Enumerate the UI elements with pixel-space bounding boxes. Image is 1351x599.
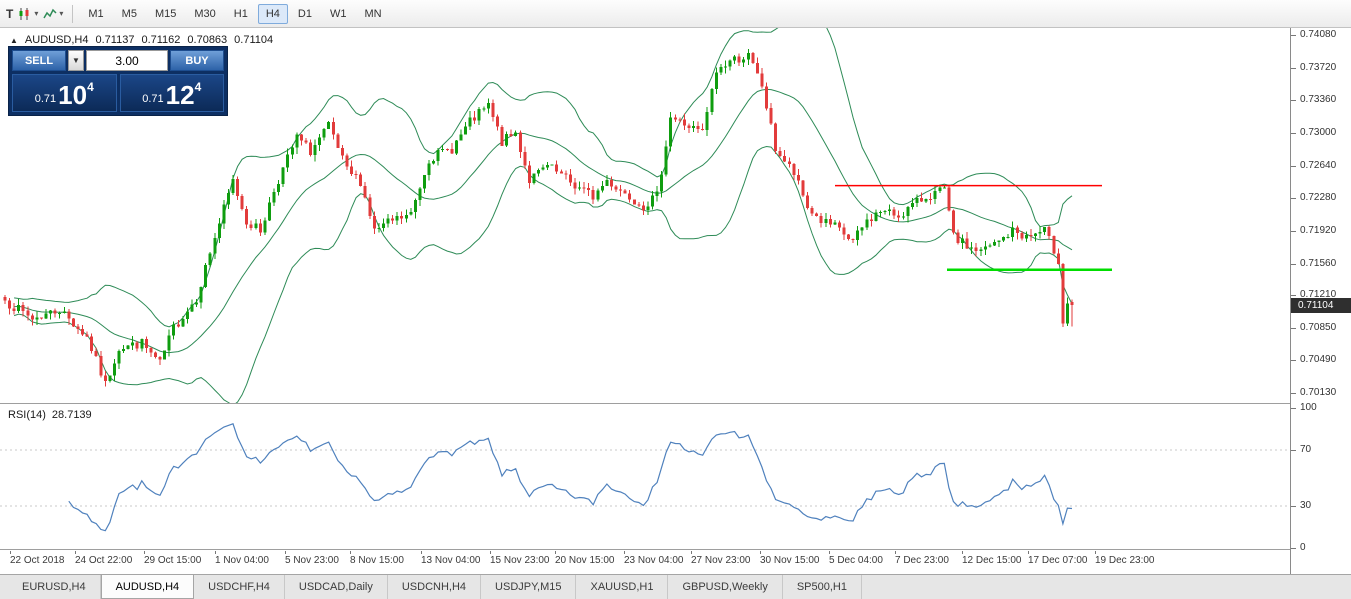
price-scale-label: 0.73000	[1291, 127, 1336, 138]
time-axis-label: 1 Nov 04:00	[215, 551, 269, 566]
symbol-tab-usdcad-daily[interactable]: USDCAD,Daily	[285, 575, 388, 599]
buy-pip-fraction: 4	[194, 80, 202, 94]
rsi-name: RSI(14)	[8, 409, 46, 421]
price-scale-label: 0.71920	[1291, 225, 1336, 236]
buy-button[interactable]: BUY	[170, 50, 224, 71]
timeframe-button-h4[interactable]: H4	[257, 3, 288, 24]
low-value: 0.70863	[187, 34, 228, 46]
time-axis-label: 17 Dec 07:00	[1028, 551, 1088, 566]
time-axis-label: 20 Nov 15:00	[555, 551, 615, 566]
time-axis-label: 5 Dec 04:00	[829, 551, 883, 566]
time-axis-label: 8 Nov 15:00	[350, 551, 404, 566]
symbol-tab-audusd-h4[interactable]: AUDUSD,H4	[100, 575, 195, 599]
symbol-tab-gbpusd-weekly[interactable]: GBPUSD,Weekly	[668, 575, 783, 599]
rsi-label: RSI(14) 28.7139	[8, 409, 92, 421]
price-scale-label: 0.70130	[1291, 387, 1336, 398]
buy-pips: 12	[165, 80, 195, 111]
chart-region: ▲ AUDUSD,H4 0.71137 0.71162 0.70863 0.71…	[0, 28, 1351, 574]
time-axis-label: 22 Oct 2018	[10, 551, 65, 566]
symbol-tab-usdjpy-m15[interactable]: USDJPY,M15	[481, 575, 577, 599]
chart-symbol-icon: ▲	[10, 35, 18, 45]
timeframe-button-m30[interactable]: M30	[194, 7, 216, 20]
time-axis-label: 27 Nov 23:00	[691, 551, 751, 566]
price-scale-label: 0.70490	[1291, 354, 1336, 365]
time-axis[interactable]: 22 Oct 2018 24 Oct 22:00 29 Oct 15:00 1 Nov…	[0, 550, 1290, 574]
price-scale-label: 0.73360	[1291, 94, 1336, 105]
price-scale-label: 0.74080	[1291, 29, 1336, 40]
time-axis-label: 24 Oct 22:00	[75, 551, 133, 566]
close-value: 0.71104	[234, 34, 274, 46]
rsi-scale-label: 70	[1291, 444, 1311, 455]
chevron-down-icon[interactable]: ▾	[59, 9, 64, 18]
timeframe-button-m1[interactable]: M1	[88, 7, 104, 20]
timeframe-button-mn[interactable]: MN	[364, 7, 382, 20]
sell-pip-fraction: 4	[87, 80, 94, 94]
buy-price-display[interactable]: 0.71 12 4	[119, 74, 224, 112]
open-value: 0.71137	[95, 34, 135, 46]
window-icon: T	[6, 6, 14, 21]
quote-line: ▲ AUDUSD,H4 0.71137 0.71162 0.70863 0.71…	[10, 34, 273, 46]
rsi-scale-label: 30	[1291, 500, 1311, 511]
timeframe-button-m5[interactable]: M5	[121, 7, 137, 20]
sell-price-display[interactable]: 0.71 10 4	[12, 74, 117, 112]
rsi-scale-label: 100	[1291, 402, 1317, 413]
timeframe-buttons: M1 M5 M15 M30 H1 H4 D1 W1 MN	[79, 3, 390, 24]
chevron-down-icon[interactable]: ▾	[34, 9, 39, 18]
high-value: 0.71162	[141, 34, 181, 46]
pane-separator[interactable]	[0, 403, 1351, 404]
time-axis-label: 30 Nov 15:00	[760, 551, 820, 566]
timeframe-button-h1[interactable]: H1	[233, 7, 248, 20]
sell-pips: 10	[58, 80, 88, 111]
top-toolbar: T ▾ ▾ M1 M5 M15 M30 H1 H4 D1 W1 MN	[0, 0, 1351, 28]
sell-button[interactable]: SELL	[12, 50, 66, 71]
time-axis-label: 13 Nov 04:00	[421, 551, 481, 566]
symbol-label: AUDUSD,H4	[24, 34, 89, 46]
sell-big-figure: 0.71	[34, 93, 57, 105]
symbol-tab-xauusd-h1[interactable]: XAUUSD,H1	[576, 575, 669, 599]
volume-input[interactable]: 3.00	[86, 50, 168, 71]
chart-type-icon[interactable]	[16, 5, 34, 23]
timeframe-button-d1[interactable]: D1	[297, 7, 312, 20]
time-axis-label: 15 Nov 23:00	[490, 551, 550, 566]
time-axis-label: 29 Oct 15:00	[144, 551, 202, 566]
price-scale[interactable]: 0.71104 0.74080 0.73720 0.73360 0.73000 0.72…	[1290, 28, 1351, 574]
time-axis-label: 12 Dec 15:00	[962, 551, 1022, 566]
price-scale-label: 0.70850	[1291, 322, 1336, 333]
time-axis-label: 23 Nov 04:00	[624, 551, 684, 566]
volume-dropdown-button[interactable]: ▼	[68, 50, 84, 71]
time-axis-label: 19 Dec 23:00	[1095, 551, 1155, 566]
indicators-icon[interactable]	[41, 5, 59, 23]
buy-big-figure: 0.71	[142, 93, 164, 105]
timeframe-button-m15[interactable]: M15	[154, 7, 177, 20]
price-scale-label: 0.72640	[1291, 160, 1336, 171]
price-scale-label: 0.71560	[1291, 258, 1336, 269]
price-scale-label: 0.71210	[1291, 289, 1336, 300]
symbol-tab-usdcnh-h4[interactable]: USDCNH,H4	[388, 575, 482, 599]
symbol-tab-eurusd-h4[interactable]: EURUSD,H4	[8, 575, 101, 599]
timeframe-button-w1[interactable]: W1	[329, 7, 347, 20]
symbol-tab-usdchf-h4[interactable]: USDCHF,H4	[194, 575, 285, 599]
price-scale-label: 0.73720	[1291, 62, 1336, 73]
pane-separator[interactable]	[0, 549, 1351, 550]
toolbar-separator	[72, 4, 74, 23]
one-click-trading-panel: SELL ▼ 3.00 BUY 0.71 10 4 0.71 12 4	[8, 46, 228, 116]
rsi-value: 28.7139	[51, 409, 92, 421]
time-axis-label: 5 Nov 23:00	[285, 551, 339, 566]
current-price-badge: 0.71104	[1291, 298, 1351, 313]
chevron-down-icon: ▼	[72, 56, 80, 65]
rsi-chart[interactable]	[0, 404, 1290, 549]
symbol-tabbar: EURUSD,H4 AUDUSD,H4 USDCHF,H4 USDCAD,Daily U…	[0, 574, 1351, 599]
price-scale-label: 0.72280	[1291, 192, 1336, 203]
time-axis-label: 7 Dec 23:00	[895, 551, 949, 566]
rsi-scale-label: 0	[1291, 542, 1306, 553]
main-chart[interactable]	[0, 28, 1290, 403]
symbol-tab-sp500-h1[interactable]: SP500,H1	[783, 575, 862, 599]
